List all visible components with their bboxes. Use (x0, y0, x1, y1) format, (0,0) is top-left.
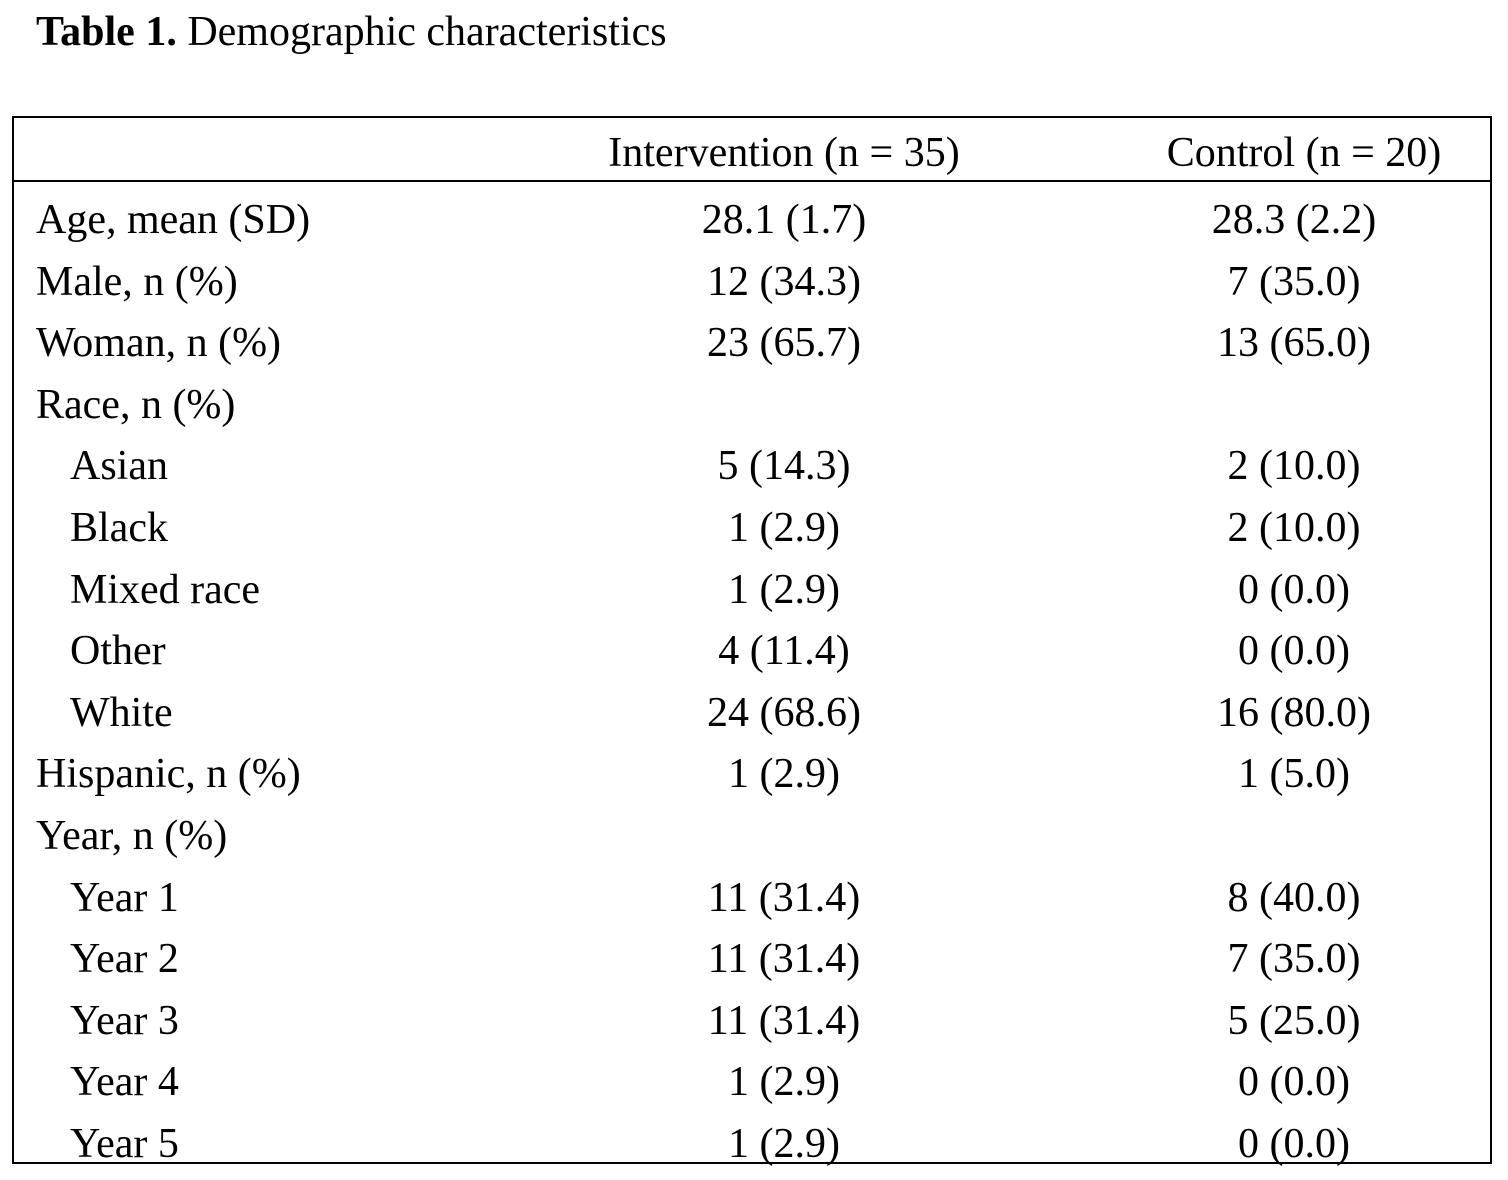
intervention-value: 28.1 (1.7) (701, 197, 867, 243)
control-value: 2 (10.0) (1227, 443, 1361, 490)
control-value: 16 (80.0) (1217, 689, 1371, 736)
table-row: Asian 5 (14.3) 2 (10.0) (14, 436, 1490, 498)
table-caption-label: Table 1. (36, 9, 177, 55)
intervention-value: 1 (2.9) (728, 566, 840, 613)
table-row: Mixed race 1 (2.9) 0 (0.0) (14, 560, 1490, 622)
table-body: Age, mean (SD) 28.1 (1.7) 28.3 (2.2) Mal… (14, 190, 1490, 1176)
intervention-value: 5 (14.3) (717, 443, 851, 490)
table-row: White 24 (68.6) 16 (80.0) (14, 683, 1490, 745)
control-value: 8 (40.0) (1227, 874, 1361, 921)
table-row: Race, n (%) (14, 375, 1490, 437)
row-label: Hispanic, n (%) (36, 751, 301, 798)
table-row: Woman, n (%) 23 (65.7) 13 (65.0) (14, 313, 1490, 375)
intervention-value: 11 (31.4) (707, 874, 861, 921)
control-value: 0 (0.0) (1238, 566, 1350, 613)
table-row: Black 1 (2.9) 2 (10.0) (14, 498, 1490, 560)
control-value: 7 (35.0) (1227, 258, 1361, 305)
control-value: 0 (0.0) (1238, 1059, 1350, 1106)
row-label: Woman, n (%) (36, 320, 282, 367)
intervention-value: 24 (68.6) (707, 689, 861, 736)
intervention-value: 1 (2.9) (728, 1120, 840, 1167)
row-label: White (70, 689, 173, 736)
row-label: Year 3 (70, 997, 179, 1044)
demographics-table: Intervention (n = 35) Control (n = 20) A… (12, 116, 1492, 1167)
table-row: Year 1 11 (31.4) 8 (40.0) (14, 868, 1490, 930)
intervention-value: 11 (31.4) (707, 936, 861, 983)
intervention-value: 12 (34.3) (707, 258, 861, 305)
table-caption-text: Demographic characteristics (187, 9, 667, 55)
column-header-control: Control (n = 20) (1166, 130, 1442, 176)
table-row: Year 3 11 (31.4) 5 (25.0) (14, 991, 1490, 1053)
intervention-value: 1 (2.9) (728, 504, 840, 551)
row-label: Black (70, 504, 168, 551)
control-value: 5 (25.0) (1227, 997, 1361, 1044)
control-value: 0 (0.0) (1238, 1120, 1350, 1167)
intervention-value: 1 (2.9) (728, 751, 840, 798)
row-label: Asian (70, 443, 168, 490)
control-value: 13 (65.0) (1217, 320, 1371, 367)
control-value: 2 (10.0) (1227, 504, 1361, 551)
control-value: 7 (35.0) (1227, 936, 1361, 983)
row-label: Mixed race (70, 566, 261, 613)
row-label: Age, mean (SD) (36, 197, 311, 243)
control-value: 1 (5.0) (1238, 751, 1350, 798)
table-row: Male, n (%) 12 (34.3) 7 (35.0) (14, 252, 1490, 314)
row-label: Year 2 (70, 936, 179, 983)
row-label: Year, n (%) (36, 812, 228, 859)
table-row: Other 4 (11.4) 0 (0.0) (14, 621, 1490, 683)
table-row: Year, n (%) (14, 806, 1490, 868)
table-row: Year 5 1 (2.9) 0 (0.0) (14, 1114, 1490, 1176)
table-caption: Table 1. Demographic characteristics (36, 6, 667, 58)
intervention-value: 11 (31.4) (707, 997, 861, 1044)
intervention-value: 1 (2.9) (728, 1059, 840, 1106)
control-value: 0 (0.0) (1238, 628, 1350, 675)
column-header-intervention: Intervention (n = 35) (608, 130, 960, 176)
row-label: Male, n (%) (36, 258, 238, 305)
table-row: Age, mean (SD) 28.1 (1.7) 28.3 (2.2) (14, 190, 1490, 252)
row-label: Year 1 (70, 874, 179, 921)
table-row: Year 2 11 (31.4) 7 (35.0) (14, 929, 1490, 991)
row-label: Other (70, 628, 166, 675)
table-row: Year 4 1 (2.9) 0 (0.0) (14, 1052, 1490, 1114)
intervention-value: 4 (11.4) (718, 628, 850, 675)
row-label: Race, n (%) (36, 381, 236, 428)
row-label: Year 5 (70, 1120, 179, 1167)
row-label: Year 4 (70, 1059, 179, 1106)
table-header-row: Intervention (n = 35) Control (n = 20) (14, 118, 1490, 182)
control-value: 28.3 (2.2) (1211, 197, 1377, 243)
table-row: Hispanic, n (%) 1 (2.9) 1 (5.0) (14, 744, 1490, 806)
intervention-value: 23 (65.7) (707, 320, 861, 367)
